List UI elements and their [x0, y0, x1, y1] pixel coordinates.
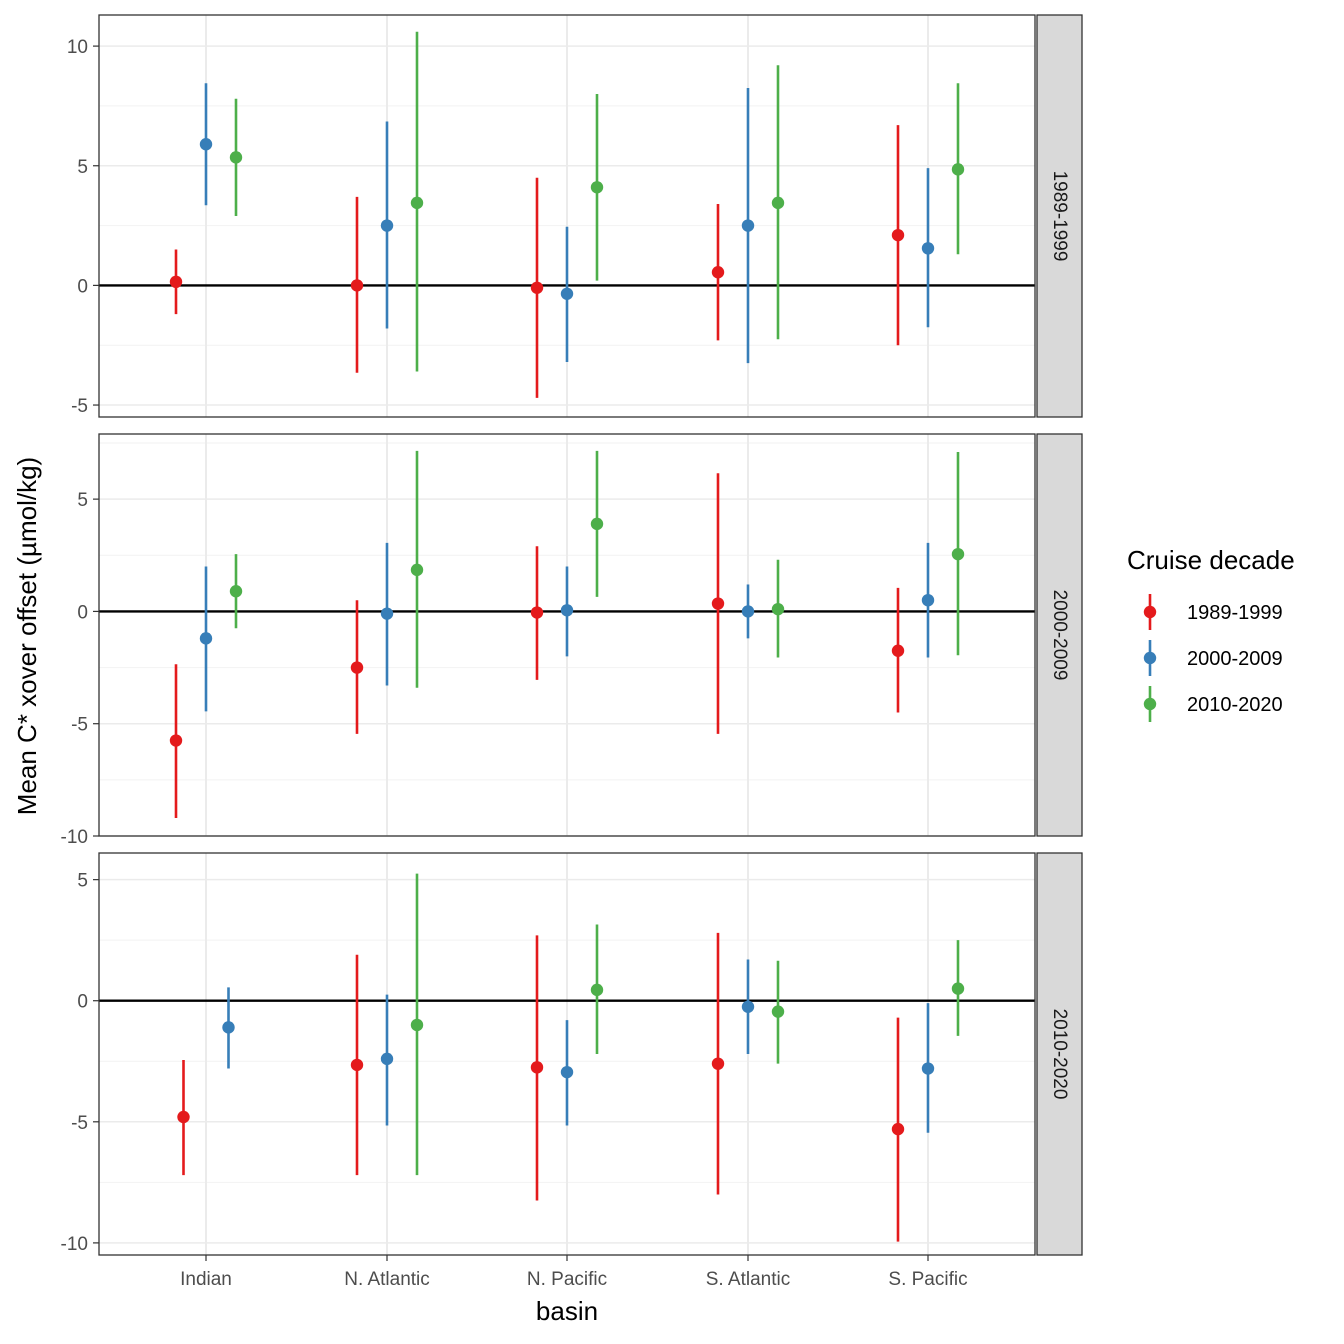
mean-point	[229, 585, 243, 598]
mean-point	[711, 266, 725, 279]
legend-title: Cruise decade	[1127, 545, 1295, 575]
mean-point	[199, 632, 213, 645]
mean-point	[951, 163, 965, 176]
legend-label: 1989-1999	[1187, 602, 1283, 624]
facet-strip-label: 2000-2009	[1049, 590, 1070, 681]
mean-point	[410, 196, 424, 210]
mean-point	[921, 1062, 935, 1075]
mean-point	[711, 597, 725, 610]
facet-strip-label: 2010-2020	[1049, 1009, 1070, 1100]
y-tick-label: -5	[71, 715, 88, 736]
y-tick-label: 5	[77, 490, 88, 511]
mean-point	[530, 1061, 544, 1074]
mean-point	[169, 275, 183, 289]
x-tick-label: N. Atlantic	[344, 1269, 430, 1290]
y-tick-label: -5	[71, 1113, 88, 1134]
y-tick-label: -10	[61, 1234, 88, 1255]
mean-point	[590, 181, 604, 194]
legend-item: 1989-1999	[1143, 594, 1283, 630]
mean-point	[229, 151, 243, 164]
mean-point	[921, 593, 935, 607]
facet-strip	[1036, 14, 1083, 418]
mean-point	[891, 644, 905, 657]
mean-point	[177, 1110, 190, 1124]
mean-point	[891, 228, 905, 242]
legend-key-point	[1143, 651, 1157, 665]
facet-panel: -10 -5 0 5 2010-2020	[61, 852, 1083, 1256]
y-tick-label: -5	[71, 396, 88, 417]
x-tick-label: S. Pacific	[888, 1269, 967, 1290]
series-2000-2009	[199, 542, 935, 712]
facet-panel: -5 0 5 10 1989-1999	[67, 14, 1083, 418]
y-tick-label: 5	[77, 157, 88, 178]
mean-point	[951, 547, 965, 561]
facet-panel: -10 -5 0 5 2000-2009	[61, 433, 1083, 848]
y-tick-label: 0	[77, 602, 88, 623]
mean-point	[380, 219, 394, 232]
mean-point	[921, 242, 935, 255]
mean-point	[199, 138, 213, 151]
series-2010-2020	[229, 450, 965, 688]
x-axis: Indian N. Atlantic N. Pacific S. Atlantic S.…	[180, 1255, 968, 1290]
mean-point	[590, 983, 604, 997]
y-tick-label: 10	[67, 37, 88, 58]
series-1989-1999	[169, 473, 905, 819]
mean-point	[560, 1065, 574, 1079]
mean-point	[350, 279, 364, 292]
panels-layer: -5 0 5 10 1989-1999 -10 -5 0 5 2000-2009 -10 -5 0 5 20…	[61, 14, 1083, 1256]
mean-point	[590, 517, 604, 531]
series-2010-2020	[229, 31, 965, 372]
mean-point	[169, 734, 183, 747]
mean-point	[771, 1005, 785, 1018]
mean-point	[530, 606, 544, 619]
mean-point	[380, 1052, 394, 1066]
legend: Cruise decade 1989-1999 2000-2009 2010-202…	[1127, 545, 1295, 722]
legend-label: 2010-2020	[1187, 694, 1283, 716]
mean-point	[380, 607, 394, 620]
mean-point	[951, 982, 965, 995]
mean-point	[530, 281, 544, 294]
mean-point	[771, 196, 785, 210]
mean-point	[741, 1000, 755, 1013]
panel-border	[98, 14, 1036, 418]
y-tick-label: 0	[77, 992, 88, 1013]
mean-point	[741, 219, 755, 232]
mean-point	[560, 287, 574, 300]
mean-point	[560, 604, 574, 617]
series-2000-2009	[222, 959, 935, 1133]
mean-point	[891, 1122, 905, 1136]
mean-point	[771, 602, 785, 616]
x-tick-label: Indian	[180, 1269, 232, 1290]
legend-label: 2000-2009	[1187, 648, 1283, 670]
x-tick-label: N. Pacific	[527, 1269, 607, 1290]
y-tick-label: 0	[77, 276, 88, 297]
series-2000-2009	[199, 83, 935, 364]
legend-item: 2000-2009	[1143, 640, 1283, 676]
legend-item: 2010-2020	[1143, 686, 1283, 722]
mean-point	[222, 1021, 235, 1034]
x-axis-title: basin	[536, 1296, 598, 1326]
series-1989-1999	[177, 932, 905, 1242]
mean-point	[711, 1057, 725, 1070]
panel-border	[98, 433, 1036, 837]
x-tick-label: S. Atlantic	[706, 1269, 791, 1290]
legend-key-point	[1143, 605, 1157, 619]
mean-point	[410, 1018, 424, 1032]
series-1989-1999	[169, 125, 905, 398]
mean-point	[350, 661, 364, 674]
y-tick-label: -10	[61, 827, 88, 848]
y-axis-title: Mean C* xover offset (µmol/kg)	[12, 457, 42, 815]
legend-items: 1989-1999 2000-2009 2010-2020	[1143, 594, 1283, 722]
facet-strip	[1036, 852, 1083, 1256]
mean-point	[350, 1058, 364, 1072]
facet-strip	[1036, 433, 1083, 837]
y-tick-label: 5	[77, 871, 88, 892]
mean-point	[741, 605, 755, 618]
mean-point	[410, 563, 424, 577]
legend-key-point	[1143, 697, 1157, 711]
series-2010-2020	[410, 873, 965, 1176]
facet-strip-label: 1989-1999	[1049, 171, 1070, 262]
